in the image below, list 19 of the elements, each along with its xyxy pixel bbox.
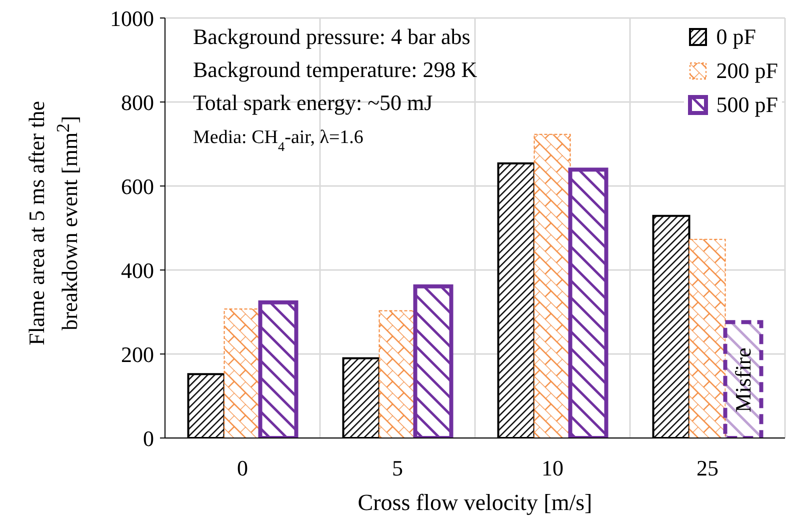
x-tick-label: 25 xyxy=(696,456,718,481)
x-tick-label: 5 xyxy=(392,456,403,481)
y-tick-label: 800 xyxy=(121,90,154,115)
y-tick-label: 0 xyxy=(143,426,154,451)
y-tick-label: 400 xyxy=(121,258,154,283)
annotation: Media: CH$_{4}$-air, λ=1.6 xyxy=(193,127,364,154)
annotation: Total spark energy: ~50 mJ xyxy=(193,90,434,115)
y-tick-label: 600 xyxy=(121,174,154,199)
annotation: Background temperature: 298 K xyxy=(193,57,478,82)
annotation: Background pressure: 4 bar abs xyxy=(193,24,470,49)
legend-label: 0 pF xyxy=(716,24,756,50)
y-tick-label: 200 xyxy=(121,342,154,367)
x-tick-label: 0 xyxy=(237,456,248,481)
legend-label: 500 pF xyxy=(716,92,778,118)
y-tick-label: 1000 xyxy=(110,6,154,31)
x-tick-label: 10 xyxy=(542,456,564,481)
annotation: Misfire xyxy=(730,348,756,412)
legend-label: 200 pF xyxy=(716,58,778,84)
x-axis-title: Cross flow velocity [m/s] xyxy=(358,490,592,515)
